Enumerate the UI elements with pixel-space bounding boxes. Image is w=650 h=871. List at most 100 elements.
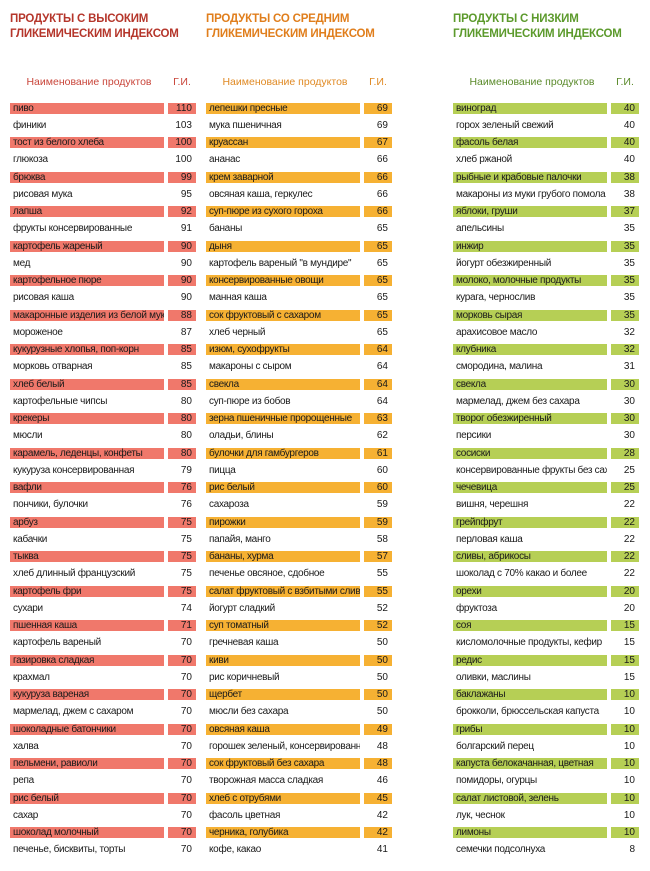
gi-value: 42 xyxy=(364,827,392,839)
gi-value: 22 xyxy=(611,516,639,528)
table-row: картофель вареный "в мундире" 65 xyxy=(206,255,392,273)
table-row: лепешки пресные 69 xyxy=(206,100,392,118)
gi-value: 85 xyxy=(168,344,196,356)
low-gi-title: ПРОДУКТЫ С НИЗКИМ ГЛИКЕМИЧЕСКИМ ИНДЕКСОМ xyxy=(453,12,639,46)
product-name: пицца xyxy=(209,464,236,476)
column-header-gi: Г.И. xyxy=(173,76,191,88)
product-name: картофель вареный xyxy=(13,637,101,649)
gi-value: 61 xyxy=(364,447,392,459)
table-row: шоколадные батончики 70 xyxy=(10,721,196,739)
gi-value: 65 xyxy=(376,257,388,269)
product-name: йогурт сладкий xyxy=(209,602,275,614)
table-row: кофе, какао 41 xyxy=(206,842,392,859)
gi-value: 65 xyxy=(364,275,392,287)
product-name: изюм, сухофрукты xyxy=(206,344,360,356)
gi-value: 22 xyxy=(623,499,635,511)
product-name: салат фруктовый с взбитыми сливками xyxy=(206,585,360,597)
product-name: творожная масса сладкая xyxy=(209,775,323,787)
gi-value: 50 xyxy=(364,654,392,666)
gi-value: 37 xyxy=(611,206,639,218)
table-row: редис 15 xyxy=(453,652,639,670)
product-name: папайя, манго xyxy=(209,533,271,545)
table-row: хлеб длинный французский 75 xyxy=(10,566,196,583)
table-row: макароны с сыром 64 xyxy=(206,359,392,376)
product-name: арбуз xyxy=(10,516,164,528)
gi-value: 58 xyxy=(376,533,388,545)
table-row: фасоль белая 40 xyxy=(453,135,639,152)
table-row: клубника 32 xyxy=(453,342,639,359)
table-row: рис белый 60 xyxy=(206,480,392,497)
gi-value: 59 xyxy=(376,499,388,511)
product-name: брюква xyxy=(10,171,164,183)
product-name: макароны с сыром xyxy=(209,361,292,373)
mid-gi-column: ПРОДУКТЫ СО СРЕДНИМ ГЛИКЕМИЧЕСКИМ ИНДЕКС… xyxy=(206,0,392,859)
table-row: тыква 75 xyxy=(10,549,196,566)
product-name: крекеры xyxy=(10,413,164,425)
gi-value: 70 xyxy=(180,809,192,821)
gi-value: 70 xyxy=(168,654,196,666)
table-row: перловая каша 22 xyxy=(453,531,639,549)
table-row: суп томатный 52 xyxy=(206,618,392,635)
product-name: мед xyxy=(13,257,31,269)
gi-value: 8 xyxy=(629,844,635,856)
gi-value: 55 xyxy=(364,585,392,597)
product-name: рис белый xyxy=(10,792,164,804)
table-row: суп-пюре из бобов 64 xyxy=(206,393,392,411)
product-name: овсяная каша, геркулес xyxy=(209,188,313,200)
table-row: рисовая мука 95 xyxy=(10,186,196,204)
product-name: пшенная каша xyxy=(10,620,164,632)
gi-value: 15 xyxy=(623,637,635,649)
product-name: грейпфрут xyxy=(453,516,607,528)
product-name: мука пшеничная xyxy=(209,119,282,131)
table-row: мороженое 87 xyxy=(10,324,196,342)
table-row: арахисовое масло 32 xyxy=(453,324,639,342)
product-name: картофельные чипсы xyxy=(13,395,108,407)
gi-value: 10 xyxy=(623,706,635,718)
gi-value: 65 xyxy=(376,326,388,338)
product-name: щербет xyxy=(206,689,360,701)
gi-value: 75 xyxy=(168,585,196,597)
low-gi-column: ПРОДУКТЫ С НИЗКИМ ГЛИКЕМИЧЕСКИМ ИНДЕКСОМ… xyxy=(453,0,639,859)
gi-value: 75 xyxy=(180,533,192,545)
table-row: пельмени, равиоли 70 xyxy=(10,756,196,773)
gi-value: 69 xyxy=(364,102,392,114)
product-name: печенье, бисквиты, торты xyxy=(13,844,126,856)
table-row: крахмал 70 xyxy=(10,669,196,687)
gi-value: 10 xyxy=(611,689,639,701)
gi-value: 90 xyxy=(180,257,192,269)
table-row: макароны из муки грубого помола 38 xyxy=(453,186,639,204)
table-row: крекеры 80 xyxy=(10,411,196,428)
gi-value: 10 xyxy=(623,809,635,821)
product-name: хлеб ржаной xyxy=(456,154,512,166)
product-name: пирожки xyxy=(206,516,360,528)
table-row: баклажаны 10 xyxy=(453,687,639,704)
gi-value: 52 xyxy=(364,620,392,632)
table-row: бананы 65 xyxy=(206,221,392,238)
product-name: курага, чернослив xyxy=(456,292,536,304)
product-name: морковь сырая xyxy=(453,309,607,321)
table-row: чечевица 25 xyxy=(453,480,639,497)
product-name: сахар xyxy=(13,809,39,821)
table-row: яблоки, груши 37 xyxy=(453,204,639,221)
gi-value: 50 xyxy=(376,706,388,718)
table-row: фрукты консервированные 91 xyxy=(10,221,196,238)
table-row: овсяная каша, геркулес 66 xyxy=(206,186,392,204)
gi-value: 50 xyxy=(376,637,388,649)
table-row: шоколад молочный 70 xyxy=(10,825,196,842)
gi-value: 70 xyxy=(180,775,192,787)
gi-value: 80 xyxy=(180,395,192,407)
table-row: кисломолочные продукты, кефир 15 xyxy=(453,635,639,652)
product-name: свекла xyxy=(206,378,360,390)
product-name: консервированные фрукты без сахара xyxy=(456,464,607,476)
gi-value: 40 xyxy=(611,102,639,114)
table-row: картофельное пюре 90 xyxy=(10,273,196,290)
table-row: оладьи, блины 62 xyxy=(206,428,392,445)
mid-gi-title-line2: ГЛИКЕМИЧЕСКИМ ИНДЕКСОМ xyxy=(206,28,375,40)
column-header-name: Наименование продуктов xyxy=(469,76,595,88)
table-row: вафли 76 xyxy=(10,480,196,497)
product-name: черника, голубика xyxy=(206,827,360,839)
gi-value: 75 xyxy=(168,551,196,563)
product-name: лапша xyxy=(10,206,164,218)
gi-value: 59 xyxy=(364,516,392,528)
gi-value: 35 xyxy=(623,257,635,269)
